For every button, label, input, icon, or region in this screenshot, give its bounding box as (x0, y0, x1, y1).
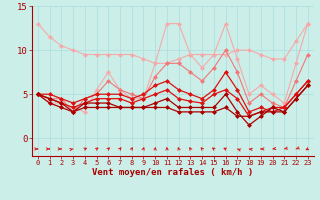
X-axis label: Vent moyen/en rafales ( km/h ): Vent moyen/en rafales ( km/h ) (92, 168, 253, 177)
